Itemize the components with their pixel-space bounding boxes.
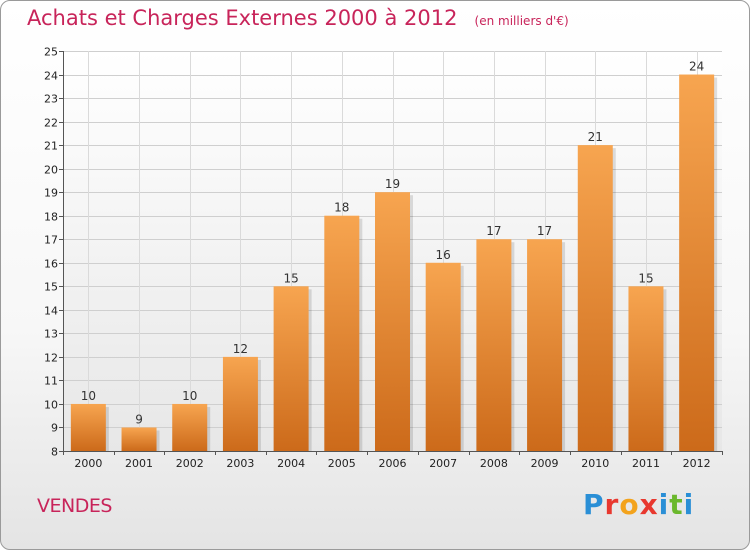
chart-title: Achats et Charges Externes 2000 à 2012 <box>27 6 458 30</box>
logo-letter: i <box>683 488 695 521</box>
x-tick-label: 2004 <box>277 457 305 470</box>
y-tick-label: 19 <box>44 187 58 200</box>
y-tick-label: 21 <box>44 140 58 153</box>
y-tick-label: 18 <box>44 211 58 224</box>
bar <box>679 74 715 451</box>
axes: 8 9 10 11 12 13 14 15 16 17 18 19 20 21 22 23 24 25 2000 20… <box>44 46 723 470</box>
bar <box>70 403 106 451</box>
chart-unit-note: (en milliers d'€) <box>474 14 569 28</box>
bars: 10 9 10 12 15 18 19 16 17 17 21 15 24 <box>70 60 718 452</box>
x-tick-label: 2002 <box>176 457 204 470</box>
y-tick-label: 16 <box>44 258 58 271</box>
x-tick-label: 2010 <box>581 457 609 470</box>
bar <box>172 403 208 451</box>
bar <box>273 286 309 451</box>
logo-letter: i <box>658 488 670 521</box>
bar-value-label: 21 <box>588 130 603 144</box>
x-tick-label: 2003 <box>226 457 254 470</box>
bar-value-label: 15 <box>283 271 298 285</box>
x-tick-label: 2006 <box>379 457 407 470</box>
y-tick-label: 11 <box>44 375 58 388</box>
y-tick-label: 22 <box>44 117 58 130</box>
bar-value-label: 19 <box>385 177 400 191</box>
bar <box>628 286 664 451</box>
y-tick-label: 10 <box>44 399 58 412</box>
y-tick-label: 20 <box>44 164 58 177</box>
y-tick-label: 25 <box>44 46 58 59</box>
proxiti-logo[interactable]: Proxiti <box>583 488 694 521</box>
bar <box>324 215 360 451</box>
y-tick-label: 24 <box>44 70 58 83</box>
bar-value-label: 9 <box>135 412 143 426</box>
bar-value-label: 18 <box>334 201 349 215</box>
x-tick-label: 2008 <box>480 457 508 470</box>
y-tick-label: 17 <box>44 234 58 247</box>
bar <box>121 427 157 451</box>
logo-letter: r <box>604 488 620 521</box>
bar-value-label: 12 <box>233 342 248 356</box>
x-tick-label: 2011 <box>632 457 660 470</box>
bar <box>425 262 461 451</box>
logo-letter: P <box>583 488 605 521</box>
y-tick-label: 14 <box>44 305 58 318</box>
bar-value-label: 17 <box>486 224 501 238</box>
bar-value-label: 17 <box>537 224 552 238</box>
y-tick-label: 9 <box>51 422 58 435</box>
bar <box>577 145 613 451</box>
logo-letter: o <box>619 488 640 521</box>
logo-letter: x <box>639 488 659 521</box>
bar <box>527 239 563 451</box>
y-tick-label: 8 <box>51 446 58 459</box>
bar-value-label: 24 <box>689 60 704 74</box>
x-tick-label: 2012 <box>683 457 711 470</box>
x-tick-label: 2005 <box>328 457 356 470</box>
bar <box>375 192 410 452</box>
y-tick-label: 13 <box>44 328 58 341</box>
x-tick-label: 2001 <box>125 457 153 470</box>
x-tick-label: 2009 <box>531 457 559 470</box>
x-tick-label: 2000 <box>74 457 102 470</box>
x-tick-label: 2007 <box>429 457 457 470</box>
bar-value-label: 16 <box>436 248 451 262</box>
y-tick-label: 12 <box>44 352 58 365</box>
commune-name: VENDES <box>37 495 112 517</box>
logo-letter: t <box>669 488 684 521</box>
bar-value-label: 10 <box>81 389 96 403</box>
y-tick-label: 23 <box>44 93 58 106</box>
y-tick-label: 15 <box>44 281 58 294</box>
bar-value-label: 15 <box>638 271 653 285</box>
bar <box>222 356 258 451</box>
bar-value-label: 10 <box>182 389 197 403</box>
bar <box>476 239 512 451</box>
title-row: Achats et Charges Externes 2000 à 2012 (… <box>27 6 569 30</box>
